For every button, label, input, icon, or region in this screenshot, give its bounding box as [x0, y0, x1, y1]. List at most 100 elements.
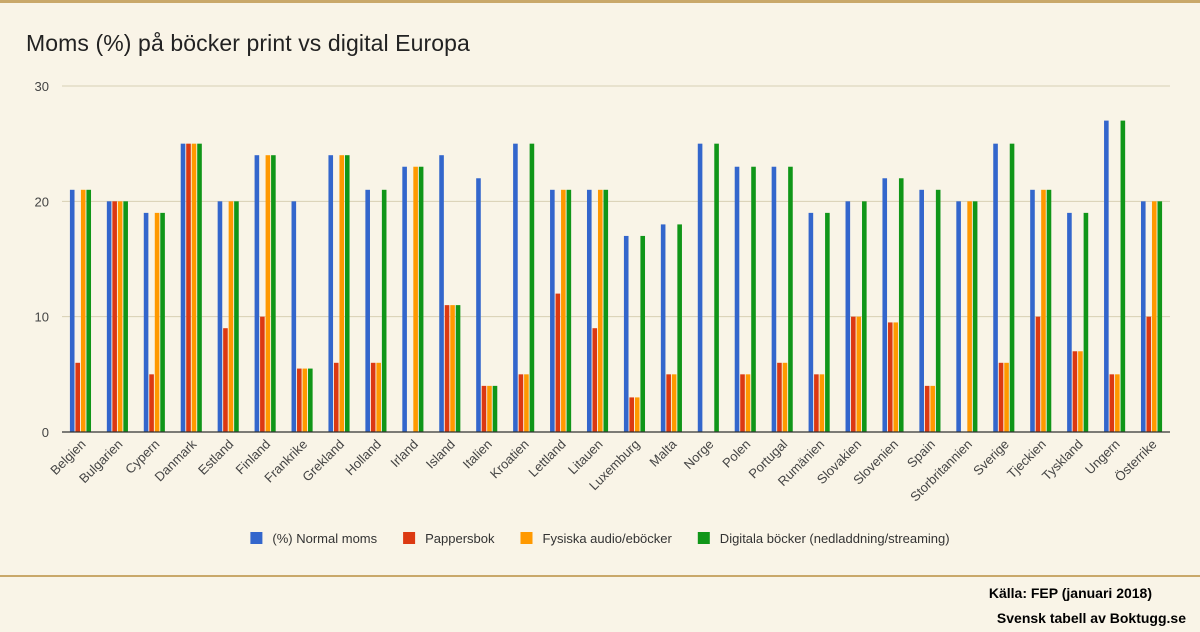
- x-tick-label: Spain: [904, 437, 938, 471]
- legend: (%) Normal moms Pappersbok Fysiska audio/e…: [250, 531, 950, 546]
- bar: [1035, 316, 1041, 432]
- bar: [603, 189, 609, 432]
- bar: [1046, 189, 1052, 432]
- x-tick-label: Polen: [719, 437, 753, 471]
- bar: [260, 316, 265, 432]
- bar: [234, 201, 239, 432]
- legend-label: Digitala böcker (nedladdning/streaming): [720, 531, 950, 546]
- bar: [302, 368, 308, 432]
- legend-item: Digitala böcker (nedladdning/streaming): [697, 531, 950, 546]
- bar: [402, 166, 407, 433]
- bar: [751, 166, 756, 433]
- y-tick-label: 20: [35, 194, 49, 209]
- bar: [1109, 374, 1115, 432]
- bar: [344, 155, 350, 432]
- bar: [1072, 351, 1078, 432]
- bar: [291, 201, 297, 432]
- bar: [180, 143, 186, 433]
- bar: [629, 397, 635, 432]
- bar: [117, 201, 123, 432]
- bar: [1078, 351, 1083, 432]
- bar: [524, 374, 529, 432]
- bar: [998, 362, 1004, 432]
- bar: [1083, 212, 1089, 432]
- bar: [819, 374, 825, 432]
- bar: [160, 212, 165, 432]
- bar: [555, 293, 561, 432]
- bar: [418, 166, 424, 433]
- bar: [782, 362, 788, 432]
- bar: [930, 385, 935, 432]
- y-tick-label: 10: [35, 310, 49, 325]
- bar: [112, 201, 117, 432]
- legend-label: Fysiska audio/eböcker: [543, 531, 673, 546]
- bar: [745, 374, 751, 432]
- bar: [339, 155, 345, 432]
- bar: [86, 189, 92, 432]
- bar: [935, 189, 941, 432]
- bar: [1157, 201, 1163, 432]
- bar: [1151, 201, 1157, 432]
- bar: [623, 235, 629, 432]
- bar: [550, 189, 555, 432]
- bar: [370, 362, 376, 432]
- bar: [217, 201, 223, 432]
- bar: [106, 201, 112, 432]
- bar: [149, 374, 154, 432]
- bar: [333, 362, 339, 432]
- bar: [825, 212, 830, 432]
- bars: [69, 120, 1163, 433]
- bar: [254, 155, 260, 432]
- y-tick-label: 0: [42, 425, 49, 440]
- bar: [1067, 212, 1072, 432]
- bar: [666, 374, 671, 432]
- bar: [1004, 362, 1009, 432]
- bar: [640, 235, 646, 432]
- bar: [814, 374, 819, 432]
- legend-label: Pappersbok: [425, 531, 495, 546]
- bar: [740, 374, 745, 432]
- bar: [956, 201, 961, 432]
- bar: [191, 143, 197, 433]
- bar: [186, 143, 191, 433]
- bar: [365, 189, 370, 432]
- bar: [381, 189, 387, 432]
- legend-swatch: [250, 532, 263, 544]
- legend-item: Pappersbok: [403, 531, 495, 546]
- bar: [154, 212, 160, 432]
- bar: [924, 385, 930, 432]
- bar: [592, 328, 598, 432]
- bar: [1030, 189, 1035, 432]
- bar: [919, 189, 924, 432]
- bar: [80, 189, 86, 432]
- bar: [455, 305, 461, 432]
- bar: [439, 155, 444, 432]
- bar: [223, 328, 228, 432]
- x-tick-label: Lettland: [525, 437, 568, 480]
- bar: [677, 224, 682, 432]
- x-tick-label: Italien: [460, 437, 495, 472]
- x-tick-label: Kroatien: [487, 437, 532, 482]
- bar-chart: 0 10 20 30 BelgienBulgarienCypernDanmarkEst…: [35, 79, 1170, 546]
- axes: 0 10 20 30: [35, 79, 1170, 440]
- bar: [413, 166, 418, 433]
- x-tick-label: Tyskland: [1039, 437, 1086, 484]
- bar: [898, 178, 904, 432]
- bar: [893, 322, 899, 432]
- bar: [697, 143, 703, 433]
- bar: [265, 155, 271, 432]
- bar: [1146, 316, 1152, 432]
- x-tick-label: Irland: [387, 437, 421, 471]
- source-credit: Källa: FEP (januari 2018): [988, 585, 1152, 601]
- bar: [529, 143, 535, 433]
- legend-item: Fysiska audio/eböcker: [520, 531, 673, 546]
- bar: [734, 166, 740, 433]
- bar: [845, 201, 851, 432]
- bar: [972, 201, 978, 432]
- legend-item: (%) Normal moms: [250, 531, 378, 546]
- top-divider: [0, 0, 1200, 3]
- legend-swatch: [520, 532, 533, 544]
- x-tick-label: Holland: [342, 437, 384, 479]
- bar: [1140, 201, 1146, 432]
- table-credit: Svensk tabell av Boktugg.se: [996, 610, 1186, 626]
